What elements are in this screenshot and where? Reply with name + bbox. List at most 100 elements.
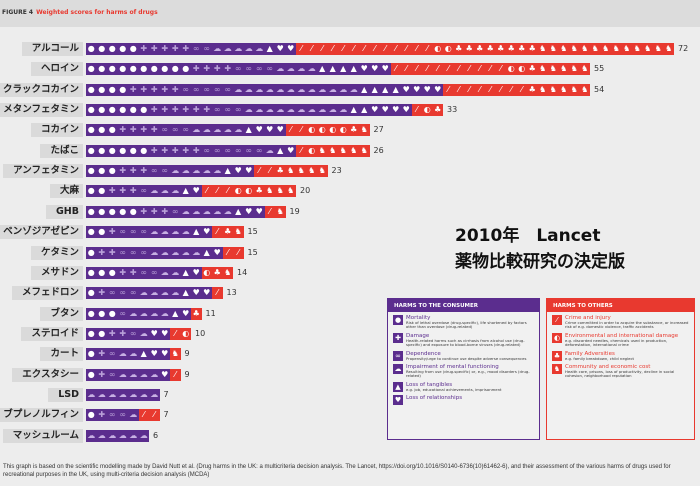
skull-icon: ● — [86, 124, 97, 137]
brain-icon: ☁ — [296, 83, 307, 96]
chain-icon: ∞ — [149, 266, 160, 279]
community-icon: ♞ — [338, 144, 349, 157]
damage-icon: ✚ — [201, 104, 212, 117]
chain-icon: ∞ — [170, 124, 181, 137]
damage-icon: ✚ — [149, 43, 160, 55]
broken-heart-icon: ♥ — [369, 104, 380, 117]
value-label: 6 — [153, 430, 159, 440]
community-icon: ♞ — [275, 205, 286, 218]
community-icon: ♞ — [590, 43, 601, 55]
legend-item-desc: Propensity/urge to continue use despite … — [406, 355, 527, 361]
syringe-icon: ⁄ — [296, 43, 307, 55]
chain-icon: ∞ — [138, 185, 149, 198]
community-icon: ♞ — [579, 63, 590, 76]
damage-icon: ✚ — [170, 104, 181, 117]
skull-icon: ● — [128, 144, 139, 157]
chain-icon: ∞ — [222, 104, 233, 117]
brain-icon: ☁ — [180, 246, 191, 259]
syringe-icon: ⁄ — [170, 368, 181, 381]
bar-9: ● ● ✚ ∞ ∞ ∞ ☁ ☁ ☁ ☁ ▲ ♥ ⁄ ♣ ♞ — [86, 226, 244, 239]
skull-icon: ● — [138, 104, 149, 117]
syringe-icon: ⁄ — [401, 43, 412, 55]
syringe-icon: ⁄ — [506, 83, 517, 96]
chain-icon: ∞ — [117, 226, 128, 239]
damage-icon: ✚ — [117, 266, 128, 279]
brain-icon: ☁ — [191, 246, 202, 259]
globe-icon: ◐ — [306, 144, 317, 157]
brain-icon: ☁ — [128, 388, 139, 401]
brain-icon: ☁ — [201, 124, 212, 137]
brain-icon: ☁ — [128, 368, 139, 381]
legend-item-desc: e.g. family breakdown, child neglect — [565, 355, 635, 361]
community-icon: ♞ — [569, 83, 580, 96]
brain-icon: ☁ — [327, 104, 338, 117]
legend-item: ▲ Loss of tangibles e.g. job, educational … — [393, 381, 534, 392]
brain-icon: ☁ — [254, 43, 265, 55]
brain-icon: ☁ — [159, 266, 170, 279]
house-icon: ▲ — [348, 104, 359, 117]
legend-item: ✚ Damage Health-related harms such as cirr… — [393, 332, 534, 348]
brain-icon: ☁ — [212, 205, 223, 218]
bar-row: クラックコカイン ● ● ● ● ✚ ✚ ✚ ✚ ✚ ∞ ∞ ∞ ∞ ∞ ☁ ☁ ☁ ☁ ☁ ☁ ☁ ☁ ☁ ☁ ☁ ☁ ▲ ▲ ▲ ▲ ♥ ♥… — [0, 82, 700, 97]
family-icon: ♣ — [191, 307, 202, 320]
bar-row: メサドン ● ● ● ✚ ✚ ∞ ∞ ☁ ☁ ▲ ♥ ◐ ♣ ♞ 14 — [0, 265, 700, 280]
family-icon: ♣ — [495, 43, 506, 55]
community-icon: ♞ — [296, 165, 307, 178]
brain-icon: ☁ — [138, 287, 149, 300]
syringe-icon: ⁄ — [453, 83, 464, 96]
drug-label: アルコール — [21, 42, 83, 56]
legend-item-title: Community and economic cost — [565, 364, 651, 371]
figure-title: Weighted scores for harms of drugs — [36, 9, 158, 16]
figure-label: FIGURE 4 Weighted scores for harms of dru… — [2, 9, 158, 16]
brain-icon: ☁ — [128, 307, 139, 320]
broken-heart-icon: ♥ — [149, 327, 160, 340]
brain-icon: ☁ — [170, 226, 181, 239]
value-label: 11 — [205, 308, 216, 318]
brain-icon: ☁ — [117, 368, 128, 381]
chain-icon: ∞ — [201, 43, 212, 55]
bar-19: ☁ ☁ ☁ ☁ ☁ ☁ — [86, 429, 149, 442]
damage-icon: ✚ — [117, 185, 128, 198]
community-icon: ♞ — [233, 226, 244, 239]
chain-icon: ∞ — [128, 327, 139, 340]
legend-others: HARMS TO OTHERS ⁄ Crime and injury Crime c… — [546, 298, 695, 440]
skull-icon: ● — [86, 226, 97, 239]
damage-icon: ✚ — [128, 185, 139, 198]
drug-label: ケタミン — [30, 245, 83, 260]
globe-icon: ◐ — [233, 185, 244, 198]
brain-icon: ☁ — [86, 388, 97, 401]
legend-item: ☁ Impairment of mental functioning Resulti… — [393, 364, 534, 379]
bar-row: コカイン ● ● ● ✚ ✚ ✚ ✚ ∞ ∞ ∞ ☁ ☁ ☁ ☁ ☁ ▲ ♥ ♥ ♥ ⁄ ⁄ ◐ ◐ ◐ ◐ ♣ ♞ 27 — [0, 123, 700, 138]
brain-icon: ☁ — [170, 165, 181, 178]
damage-icon: ✚ — [138, 165, 149, 178]
brain-icon: ☁ — [212, 124, 223, 137]
bar-row: エクスタシー ● ✚ ∞ ☁ ☁ ☁ ☁ ♥ ⁄ 9 — [0, 367, 700, 382]
brain-icon: ☁ — [138, 429, 149, 442]
damage-icon: ✚ — [138, 83, 149, 96]
chain-icon: ∞ — [191, 43, 202, 55]
brain-icon: ☁ — [170, 266, 181, 279]
brain-icon: ☁ — [243, 104, 254, 117]
house-icon: ▲ — [191, 226, 202, 239]
syringe-icon: ⁄ — [285, 124, 296, 137]
brain-icon: ☁ — [327, 83, 338, 96]
brain-icon: ☁ — [191, 165, 202, 178]
family-icon: ♣ — [348, 124, 359, 137]
bar-3: ● ● ● ● ● ● ✚ ✚ ✚ ✚ ✚ ✚ ∞ ∞ ∞ ☁ ☁ ☁ ☁ ☁ ☁ ☁ ☁ ☁ ☁ ▲ ▲ ♥ ♥ ♥ ♥ ⁄ ◐ ♣ — [86, 104, 443, 117]
damage-icon: ✚ — [138, 205, 149, 218]
bar-13: ● ● ● ∞ ☁ ☁ ☁ ☁ ▲ ♥ ♣ — [86, 307, 202, 320]
syringe-icon: ⁄ — [474, 63, 485, 76]
value-label: 15 — [247, 227, 258, 237]
drug-label: たばこ — [40, 143, 83, 158]
brain-icon: ☁ — [243, 83, 254, 96]
damage-icon: ✚ — [180, 43, 191, 55]
syringe-icon: ⁄ — [552, 315, 562, 325]
brain-icon: ☁ — [264, 104, 275, 117]
bar-row: ブタン ● ● ● ∞ ☁ ☁ ☁ ☁ ▲ ♥ ♣ 11 — [0, 306, 700, 321]
skull-icon: ● — [86, 144, 97, 157]
damage-icon: ✚ — [128, 124, 139, 137]
syringe-icon: ⁄ — [443, 83, 454, 96]
syringe-icon: ⁄ — [495, 63, 506, 76]
brain-icon: ☁ — [180, 205, 191, 218]
chain-icon: ∞ — [138, 266, 149, 279]
